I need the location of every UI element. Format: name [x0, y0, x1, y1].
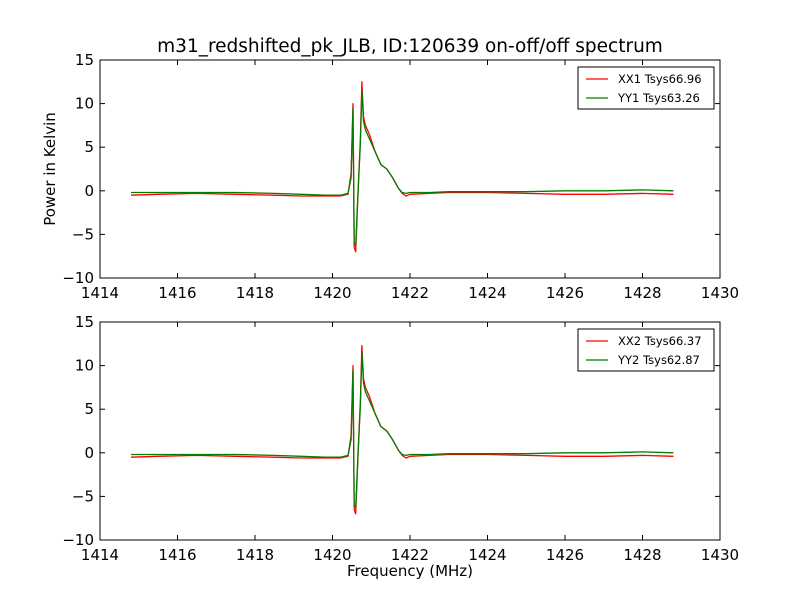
series-line-yy-2 — [131, 351, 674, 509]
legend-box — [577, 66, 715, 110]
legend-label: XX2 Tsys66.37 — [618, 334, 702, 348]
y-tick-label: −5 — [72, 225, 94, 243]
bottom-x-axis-label: Frequency (MHz) — [347, 562, 473, 580]
legend: XX2 Tsys66.37 YY2 Tsys62.87 — [577, 328, 715, 372]
y-tick-label: 0 — [84, 444, 94, 462]
x-tick-label: 1430 — [701, 284, 739, 302]
x-tick-label: 1416 — [158, 546, 196, 564]
x-tick-label: 1428 — [623, 284, 661, 302]
x-tick-label: 1418 — [236, 546, 274, 564]
y-tick-label: 15 — [75, 51, 94, 69]
top-spectrum-panel: 1414 1416 1418 1420 1422 1424 1426 1428 1430 −10 −… — [62, 51, 739, 302]
x-tick-label: 1424 — [468, 546, 506, 564]
x-tick-label: 1430 — [701, 546, 739, 564]
y-tick-label: −10 — [62, 531, 94, 549]
x-tick-label: 1428 — [623, 546, 661, 564]
x-tick-label: 1420 — [313, 546, 351, 564]
legend-label: YY1 Tsys63.26 — [617, 91, 700, 105]
legend-label: YY2 Tsys62.87 — [617, 353, 700, 367]
x-tick-label: 1426 — [546, 546, 584, 564]
x-tick-label: 1418 — [236, 284, 274, 302]
y-tick-label: 10 — [75, 95, 94, 113]
y-tick-label: 5 — [84, 138, 94, 156]
y-tick-label: 15 — [75, 313, 94, 331]
x-tick-label: 1414 — [81, 284, 119, 302]
series-line-xx-1 — [130, 81, 674, 253]
y-tick-label: 5 — [84, 400, 94, 418]
y-tick-label: 10 — [75, 357, 94, 375]
x-tick-label: 1420 — [313, 284, 351, 302]
x-tick-label: 1422 — [391, 546, 429, 564]
x-tick-label: 1416 — [158, 284, 196, 302]
legend-label: XX1 Tsys66.96 — [618, 72, 702, 86]
x-tick-label: 1424 — [468, 284, 506, 302]
chart-title: m31_redshifted_pk_JLB, ID:120639 on-off/… — [157, 36, 663, 57]
series-line-xx-2 — [130, 344, 674, 515]
series-line-yy-1 — [131, 89, 674, 247]
x-tick-label: 1422 — [391, 284, 429, 302]
x-tick-label: 1426 — [546, 284, 584, 302]
legend-box — [577, 328, 715, 372]
x-tick-label: 1414 — [81, 546, 119, 564]
top-y-axis-label: Power in Kelvin — [41, 112, 59, 226]
legend: XX1 Tsys66.96 YY1 Tsys63.26 — [577, 66, 715, 110]
bottom-spectrum-panel: 1414 1416 1418 1420 1422 1424 1426 1428 1430 −10 −… — [62, 313, 739, 564]
y-tick-label: −10 — [62, 269, 94, 287]
y-tick-label: −5 — [72, 487, 94, 505]
y-tick-label: 0 — [84, 182, 94, 200]
